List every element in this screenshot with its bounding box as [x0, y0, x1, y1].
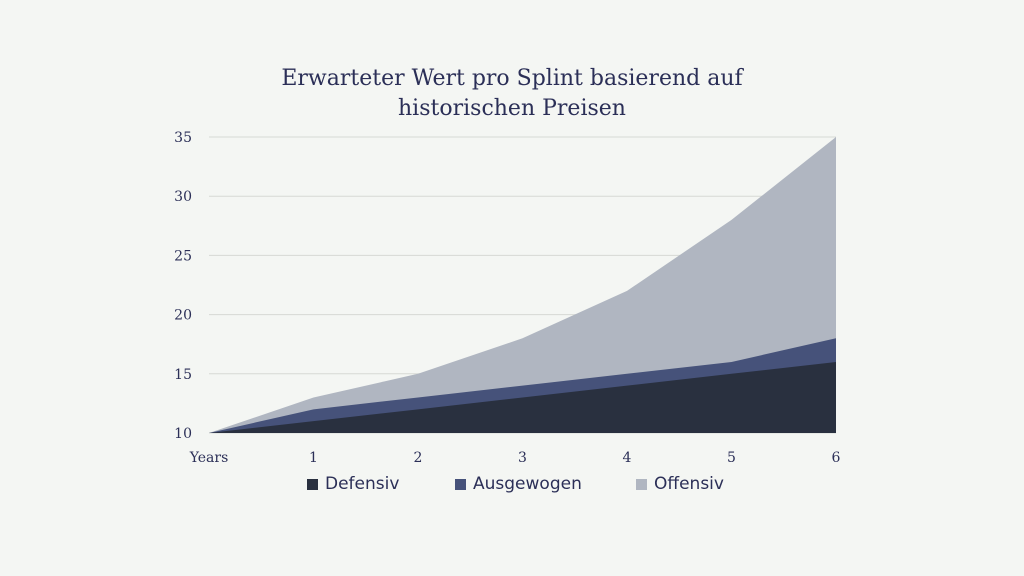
legend-item-defensiv: Defensiv — [307, 474, 399, 494]
legend-label-offensiv: Offensiv — [654, 474, 724, 494]
legend-label-ausgewogen: Ausgewogen — [473, 474, 582, 494]
y-tick-label-25: 25 — [174, 248, 192, 264]
legend: Defensiv Ausgewogen Offensiv — [0, 474, 1024, 498]
x-tick-label-0: Years — [189, 450, 229, 466]
x-tick-label-1: 1 — [309, 450, 318, 466]
y-tick-label-30: 30 — [174, 189, 192, 205]
y-tick-label-35: 35 — [174, 130, 192, 146]
area-defensiv — [209, 361, 836, 433]
x-tick-label-3: 3 — [518, 450, 527, 466]
x-tick-label-6: 6 — [832, 450, 841, 466]
y-tick-label-15: 15 — [174, 367, 192, 383]
y-tick-label-20: 20 — [174, 308, 192, 324]
y-axis-tick-labels: 10 15 20 25 30 35 — [174, 130, 192, 442]
legend-swatch-defensiv — [307, 478, 318, 490]
x-axis-tick-labels: Years 1 2 3 4 5 6 — [189, 450, 841, 466]
area-series — [209, 137, 836, 433]
legend-swatch-offensiv — [636, 478, 647, 490]
chart-title: Erwarteter Wert pro Splint basierend auf… — [0, 64, 1024, 124]
legend-swatch-ausgewogen — [455, 478, 466, 490]
x-tick-label-4: 4 — [623, 450, 632, 466]
legend-label-defensiv: Defensiv — [325, 474, 400, 494]
x-tick-label-5: 5 — [727, 450, 736, 466]
legend-item-ausgewogen: Ausgewogen — [455, 474, 582, 494]
y-tick-label-10: 10 — [174, 426, 192, 442]
chart-title-line-1: Erwarteter Wert pro Splint basierend auf — [281, 66, 743, 91]
area-offensiv — [209, 137, 836, 433]
chart-title-line-2: historischen Preisen — [398, 96, 626, 121]
x-tick-label-2: 2 — [414, 450, 423, 466]
legend-item-offensiv: Offensiv — [636, 474, 724, 494]
